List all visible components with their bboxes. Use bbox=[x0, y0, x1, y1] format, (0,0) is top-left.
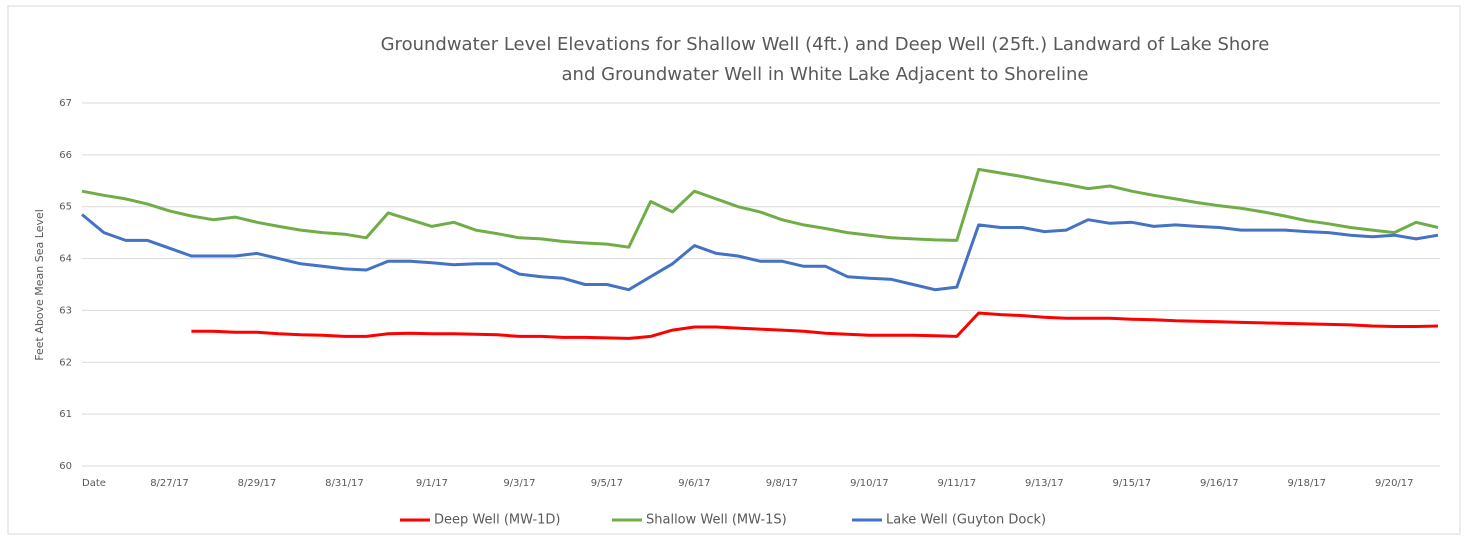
x-tick-label: 9/8/17 bbox=[766, 478, 798, 489]
y-tick-label: 61 bbox=[59, 409, 72, 420]
y-tick-label: 60 bbox=[59, 461, 72, 472]
x-tick-label: 9/10/17 bbox=[850, 478, 889, 489]
x-tick-label: 9/13/17 bbox=[1025, 478, 1064, 489]
x-tick-label: 9/3/17 bbox=[503, 478, 535, 489]
x-tick-label: 9/18/17 bbox=[1287, 478, 1326, 489]
y-axis-label: Feet Above Mean Sea Level bbox=[33, 209, 46, 361]
x-tick-label: 9/16/17 bbox=[1200, 478, 1239, 489]
x-tick-label: 8/27/17 bbox=[150, 478, 189, 489]
chart-subtitle: and Groundwater Well in White Lake Adjac… bbox=[562, 64, 1089, 85]
x-tick-label: 9/1/17 bbox=[416, 478, 448, 489]
y-tick-label: 67 bbox=[59, 98, 72, 109]
y-tick-label: 65 bbox=[59, 202, 72, 213]
series-line bbox=[191, 311, 1439, 340]
chart-title: Groundwater Level Elevations for Shallow… bbox=[381, 34, 1270, 55]
x-tick-label: 8/31/17 bbox=[325, 478, 364, 489]
series-line bbox=[81, 167, 1439, 249]
y-tick-label: 62 bbox=[59, 357, 72, 368]
x-tick-label: 9/20/17 bbox=[1375, 478, 1414, 489]
legend-label: Shallow Well (MW-1S) bbox=[646, 513, 787, 528]
y-tick-label: 66 bbox=[59, 150, 72, 161]
x-tick-label: 9/15/17 bbox=[1113, 478, 1152, 489]
legend-label: Deep Well (MW-1D) bbox=[434, 513, 561, 528]
x-tick-label: Date bbox=[82, 478, 106, 489]
y-tick-label: 63 bbox=[59, 305, 72, 316]
legend-label: Lake Well (Guyton Dock) bbox=[886, 513, 1046, 528]
x-tick-label: 9/11/17 bbox=[938, 478, 977, 489]
x-tick-label: 9/5/17 bbox=[591, 478, 623, 489]
x-tick-label: 8/29/17 bbox=[238, 478, 277, 489]
y-tick-label: 64 bbox=[59, 254, 72, 265]
x-tick-label: 9/6/17 bbox=[678, 478, 710, 489]
series-line bbox=[81, 213, 1439, 292]
chart-border bbox=[7, 5, 1461, 535]
